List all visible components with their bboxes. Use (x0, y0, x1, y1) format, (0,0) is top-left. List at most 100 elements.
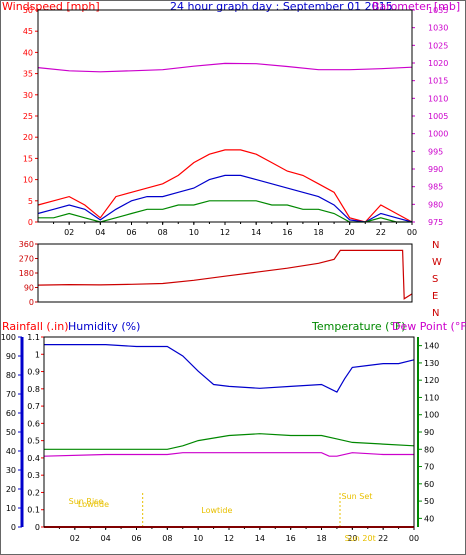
time-tick-label: 04 (101, 534, 111, 543)
wind-tick-label: 25 (23, 112, 33, 121)
barometer-tick-label: 1005 (428, 112, 448, 121)
annotation-label: Lowtide (201, 506, 232, 515)
humidity-tick-label: 50 (6, 428, 16, 437)
barometer-tick-label: 975 (428, 218, 443, 227)
temperature-tick-label: 100 (424, 411, 439, 420)
time-tick-label: 16 (282, 228, 292, 237)
barometer-tick-label: 995 (428, 147, 443, 156)
compass-label: N (432, 240, 439, 251)
temperature-line (44, 433, 415, 450)
barometer-tick-label: 1000 (428, 130, 448, 139)
temperature-tick-label: 90 (424, 428, 434, 437)
time-tick-label: 14 (255, 534, 265, 543)
wind-tick-label: 0 (28, 218, 33, 227)
dew-point-line (43, 452, 414, 457)
wind-direction-line (37, 249, 413, 300)
humidity-tick-label: 70 (6, 390, 16, 399)
wind-plot-area (37, 9, 413, 223)
rain-tick-label: 0.3 (27, 471, 40, 480)
barometer-tick-label: 990 (428, 165, 443, 174)
temperature-tick-label: 70 (424, 463, 434, 472)
time-tick-label: 22 (376, 228, 386, 237)
barometer-tick-label: 1030 (428, 24, 448, 33)
time-tick-label: 14 (251, 228, 261, 237)
compass-label: W (432, 257, 442, 268)
rain-tick-label: 0 (35, 523, 40, 532)
humidity-tick-label: 90 (6, 352, 16, 361)
barometer-tick-label: 1025 (428, 41, 448, 50)
direction-tick-label: 90 (24, 284, 34, 293)
annotation-label: Lowtide (78, 500, 109, 509)
wind-tick-label: 35 (23, 70, 33, 79)
humidity-tick-label: 80 (6, 371, 16, 380)
humidity-tick-label: 40 (6, 447, 16, 456)
rain-tick-label: 0.5 (27, 437, 40, 446)
temperature-tick-label: 140 (424, 342, 439, 351)
dewpoint-label: Dew Point (°F) (392, 320, 466, 333)
annotation-label: Sun Rise (69, 497, 104, 506)
annotation-label: Sun 20t (345, 534, 376, 543)
rain-tick-label: 1.1 (27, 333, 40, 342)
wind-gust-line (37, 149, 413, 223)
barometer-tick-label: 1010 (428, 94, 448, 103)
wind-tick-label: 50 (23, 6, 33, 15)
rain-tick-label: 0.6 (27, 419, 40, 428)
rain-tick-label: 0.7 (27, 402, 40, 411)
time-tick-label: 12 (224, 534, 234, 543)
wind-average-line (37, 174, 413, 223)
wind-tick-label: 20 (23, 133, 33, 142)
humidity-label: Humidity (%) (68, 320, 140, 333)
time-tick-label: 18 (313, 228, 323, 237)
time-tick-label: 16 (286, 534, 296, 543)
wind-tick-label: 10 (23, 176, 33, 185)
rain-tick-label: 0.4 (27, 454, 40, 463)
wind-low-line (38, 200, 412, 223)
rain-tick-label: 0.8 (27, 385, 40, 394)
compass-label: E (432, 291, 438, 302)
time-tick-label: 22 (378, 534, 388, 543)
rain-tick-label: 0.1 (27, 506, 40, 515)
rain-tick-label: 1 (35, 350, 40, 359)
temperature-tick-label: 120 (424, 376, 439, 385)
compass-label: N (432, 308, 439, 316)
time-tick-label: 04 (95, 228, 105, 237)
time-tick-label: 00 (409, 534, 419, 543)
direction-tick-label: 360 (19, 240, 34, 249)
temperature-tick-label: 50 (424, 497, 434, 506)
humidity-tick-label: 100 (1, 333, 16, 342)
time-tick-label: 12 (220, 228, 230, 237)
compass-label: S (432, 274, 438, 285)
time-tick-label: 20 (345, 228, 355, 237)
wind-tick-label: 5 (28, 197, 33, 206)
time-tick-label: 02 (64, 228, 74, 237)
temperature-label: Temperature (°F) (311, 320, 406, 333)
humidity-tick-label: 20 (6, 485, 16, 494)
barometer-tick-label: 985 (428, 183, 443, 192)
barometer-tick-label: 980 (428, 200, 443, 209)
humidity-tick-label: 10 (6, 504, 16, 513)
rain-tick-label: 0.9 (27, 368, 40, 377)
humidity-line (44, 344, 415, 393)
direction-tick-label: 270 (19, 255, 34, 264)
temperature-tick-label: 80 (424, 445, 434, 454)
humidity-plot-area (43, 336, 415, 528)
time-tick-label: 06 (131, 534, 141, 543)
direction-tick-label: 180 (19, 269, 34, 278)
temperature-tick-label: 110 (424, 393, 439, 402)
wind-tick-label: 40 (23, 48, 33, 57)
barometer-tick-label: 1020 (428, 59, 448, 68)
wind-tick-label: 15 (23, 154, 33, 163)
temperature-tick-label: 130 (424, 359, 439, 368)
barometer-line (37, 62, 413, 73)
wind-axis-label: Windspeed [mph] (2, 0, 100, 13)
direction-plot-area (37, 243, 413, 303)
barometer-tick-label: 1015 (428, 77, 448, 86)
humidity-tick-label: 60 (6, 409, 16, 418)
time-tick-label: 18 (316, 534, 326, 543)
temperature-tick-label: 60 (424, 480, 434, 489)
wind-tick-label: 30 (23, 91, 33, 100)
time-tick-label: 10 (189, 228, 199, 237)
humidity-tick-label: 30 (6, 466, 16, 475)
time-tick-label: 10 (193, 534, 203, 543)
